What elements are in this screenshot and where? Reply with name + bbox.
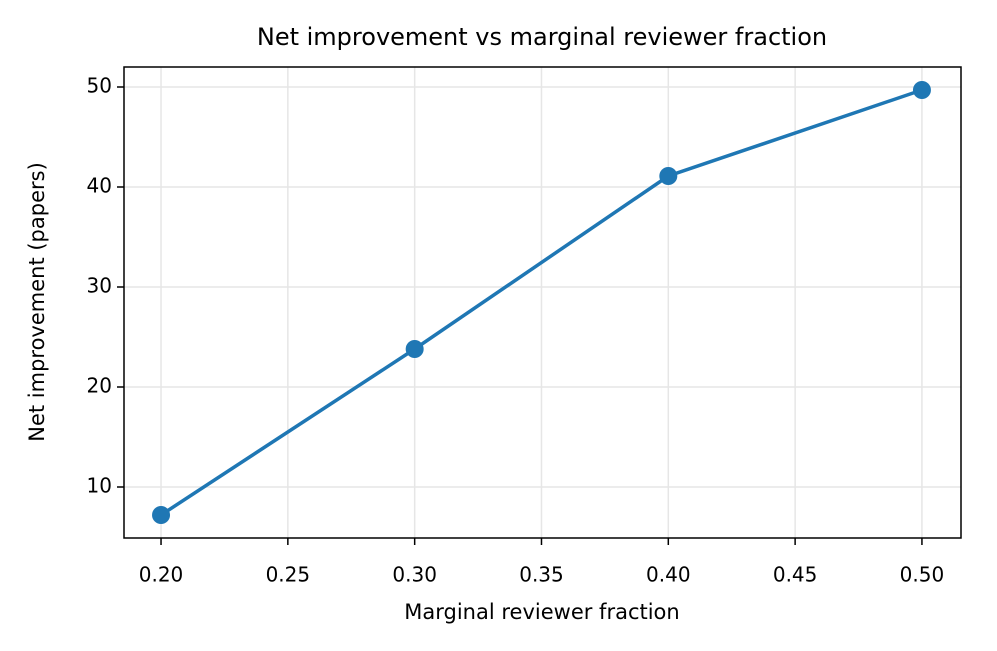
x-tick-label: 0.30	[392, 563, 437, 587]
chart-title: Net improvement vs marginal reviewer fra…	[257, 23, 827, 51]
marker	[912, 81, 931, 99]
y-tick-label: 40	[87, 174, 112, 198]
y-tick-label: 10	[87, 474, 112, 498]
line	[160, 88, 923, 517]
x-tick-label: 0.50	[900, 563, 945, 587]
marker	[659, 167, 678, 185]
y-tick-label: 50	[87, 74, 112, 98]
marker	[405, 340, 424, 358]
x-tick-label: 0.25	[266, 563, 311, 587]
x-tick-label: 0.45	[773, 563, 818, 587]
x-tick-label: 0.20	[139, 563, 184, 587]
marker	[152, 506, 171, 524]
y-tick-label: 20	[87, 374, 112, 398]
y-tick-label: 30	[87, 274, 112, 298]
plot-frame	[123, 66, 962, 539]
x-tick-label: 0.35	[519, 563, 564, 587]
x-axis-label: Marginal reviewer fraction	[404, 600, 679, 624]
x-tick-label: 0.40	[646, 563, 691, 587]
y-axis-label: Net improvement (papers)	[25, 162, 49, 442]
